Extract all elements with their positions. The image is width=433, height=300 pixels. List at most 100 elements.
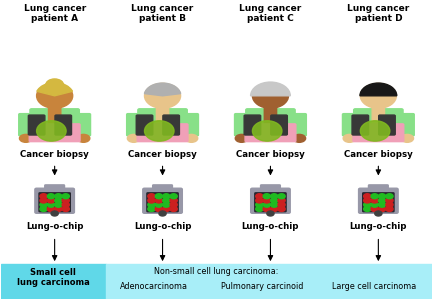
FancyBboxPatch shape (251, 188, 290, 213)
FancyBboxPatch shape (107, 264, 432, 299)
Circle shape (378, 202, 386, 207)
Circle shape (278, 202, 285, 207)
Ellipse shape (185, 134, 198, 142)
Circle shape (163, 202, 170, 207)
Circle shape (263, 206, 270, 211)
Circle shape (364, 198, 371, 203)
Circle shape (364, 202, 371, 207)
Text: Lung-o-chip: Lung-o-chip (349, 222, 407, 231)
Ellipse shape (235, 134, 248, 142)
Ellipse shape (401, 134, 414, 142)
Circle shape (163, 198, 170, 203)
Circle shape (62, 194, 69, 199)
Text: Cancer biopsy: Cancer biopsy (20, 150, 89, 159)
Circle shape (386, 198, 393, 203)
FancyBboxPatch shape (359, 188, 398, 213)
Circle shape (271, 198, 278, 203)
Circle shape (47, 194, 55, 199)
FancyBboxPatch shape (153, 185, 172, 191)
FancyBboxPatch shape (126, 114, 141, 136)
Circle shape (371, 202, 378, 207)
FancyBboxPatch shape (255, 193, 286, 212)
FancyBboxPatch shape (354, 109, 403, 140)
Circle shape (62, 206, 69, 211)
FancyBboxPatch shape (368, 185, 388, 191)
Wedge shape (145, 83, 181, 96)
Circle shape (62, 202, 69, 207)
FancyBboxPatch shape (19, 114, 33, 136)
Circle shape (256, 194, 263, 199)
Circle shape (371, 198, 378, 203)
Circle shape (37, 83, 73, 108)
Text: Lung-o-chip: Lung-o-chip (242, 222, 299, 231)
FancyBboxPatch shape (343, 114, 356, 136)
Circle shape (271, 206, 278, 211)
FancyBboxPatch shape (28, 115, 45, 135)
Circle shape (263, 198, 270, 203)
Circle shape (155, 198, 162, 203)
FancyBboxPatch shape (147, 193, 178, 212)
Text: Non-small cell lung carcinoma:: Non-small cell lung carcinoma: (154, 267, 279, 276)
FancyBboxPatch shape (235, 114, 249, 136)
Circle shape (378, 198, 386, 203)
FancyBboxPatch shape (184, 114, 198, 136)
Text: Lung cancer
patient A: Lung cancer patient A (23, 4, 86, 23)
Circle shape (148, 198, 155, 203)
FancyBboxPatch shape (372, 104, 385, 125)
FancyBboxPatch shape (29, 124, 80, 142)
Text: Lung-o-chip: Lung-o-chip (134, 222, 191, 231)
Text: Lung-o-chip: Lung-o-chip (26, 222, 84, 231)
Circle shape (155, 194, 162, 199)
Circle shape (159, 211, 166, 216)
Circle shape (170, 194, 177, 199)
Circle shape (360, 83, 396, 108)
Circle shape (148, 206, 155, 211)
Circle shape (40, 194, 47, 199)
FancyBboxPatch shape (271, 115, 288, 135)
Ellipse shape (293, 134, 306, 142)
Ellipse shape (343, 134, 356, 142)
Circle shape (371, 194, 378, 199)
Ellipse shape (127, 134, 140, 142)
Ellipse shape (19, 134, 32, 142)
FancyBboxPatch shape (143, 188, 182, 213)
FancyBboxPatch shape (163, 115, 179, 135)
Circle shape (252, 121, 282, 141)
FancyBboxPatch shape (30, 109, 79, 140)
FancyBboxPatch shape (353, 124, 404, 142)
Circle shape (256, 198, 263, 203)
Circle shape (267, 211, 274, 216)
Circle shape (51, 211, 58, 216)
Wedge shape (251, 82, 290, 96)
Circle shape (40, 198, 47, 203)
Wedge shape (37, 83, 72, 96)
Circle shape (263, 194, 270, 199)
Circle shape (278, 206, 285, 211)
Circle shape (364, 194, 371, 199)
Circle shape (271, 194, 278, 199)
Circle shape (55, 198, 62, 203)
FancyBboxPatch shape (39, 193, 70, 212)
Text: Cancer biopsy: Cancer biopsy (236, 150, 305, 159)
FancyBboxPatch shape (55, 115, 71, 135)
Text: Cancer biopsy: Cancer biopsy (344, 150, 413, 159)
FancyBboxPatch shape (400, 114, 414, 136)
Circle shape (40, 206, 47, 211)
Circle shape (47, 206, 55, 211)
Circle shape (145, 83, 181, 108)
Circle shape (47, 202, 55, 207)
Text: Cancer biopsy: Cancer biopsy (128, 150, 197, 159)
FancyBboxPatch shape (363, 193, 394, 212)
FancyBboxPatch shape (48, 104, 61, 125)
Text: Large cell carcinoma: Large cell carcinoma (332, 282, 416, 291)
FancyBboxPatch shape (77, 114, 90, 136)
Circle shape (163, 206, 170, 211)
FancyBboxPatch shape (35, 188, 74, 213)
FancyBboxPatch shape (246, 109, 295, 140)
FancyBboxPatch shape (1, 264, 107, 299)
Circle shape (155, 206, 162, 211)
Circle shape (47, 198, 55, 203)
Circle shape (378, 194, 386, 199)
Circle shape (371, 206, 378, 211)
FancyBboxPatch shape (137, 124, 188, 142)
